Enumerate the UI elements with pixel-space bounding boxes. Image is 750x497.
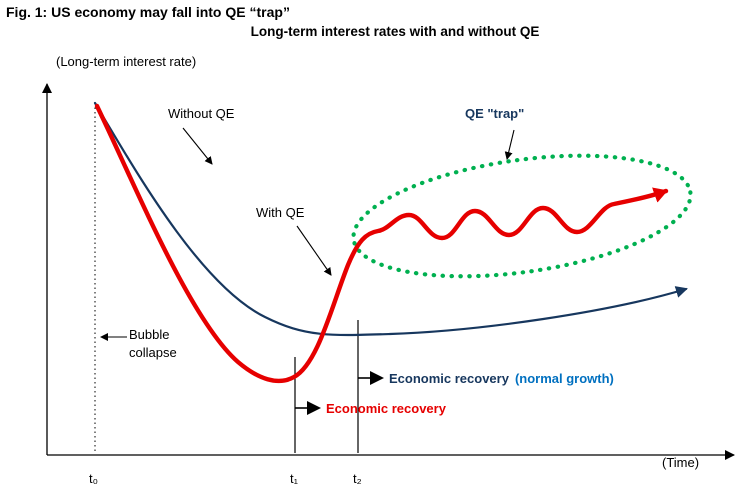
figure-subtitle: Long-term interest rates with and withou…	[250, 24, 540, 39]
x-tick-t1: t₁	[290, 471, 298, 486]
economic-recovery-without-qe-label: Economic recovery (normal growth)	[389, 371, 614, 386]
without-qe-pointer-arrow	[182, 127, 213, 165]
with-qe-curve	[94, 103, 669, 384]
economic-recovery-with-qe-label: Economic recovery	[326, 401, 446, 416]
qe-trap-ellipse	[351, 153, 693, 279]
qe-trap-pointer-arrow	[504, 129, 515, 160]
x-tick-t0: t₀	[89, 471, 99, 486]
without-qe-label: Without QE	[168, 106, 235, 121]
normal-growth-label: (normal growth)	[514, 371, 614, 386]
bubble-collapse-label: Bubble collapse	[129, 327, 177, 360]
figure-title: Fig. 1: US economy may fall into QE “tra…	[6, 4, 290, 20]
with-qe-label: With QE	[256, 205, 305, 220]
qe-trap-label: QE "trap"	[465, 106, 525, 121]
recovery-t1-arrowhead-icon	[307, 401, 321, 415]
y-axis-label: (Long-term interest rate)	[56, 54, 197, 69]
economic-recovery-without-qe-text: Economic recovery	[389, 371, 509, 386]
x-axis-label: (Time)	[662, 455, 700, 470]
with-qe-pointer-arrow	[296, 225, 332, 276]
recovery-t2-arrowhead-icon	[370, 371, 384, 385]
x-tick-t2: t₂	[353, 471, 362, 486]
